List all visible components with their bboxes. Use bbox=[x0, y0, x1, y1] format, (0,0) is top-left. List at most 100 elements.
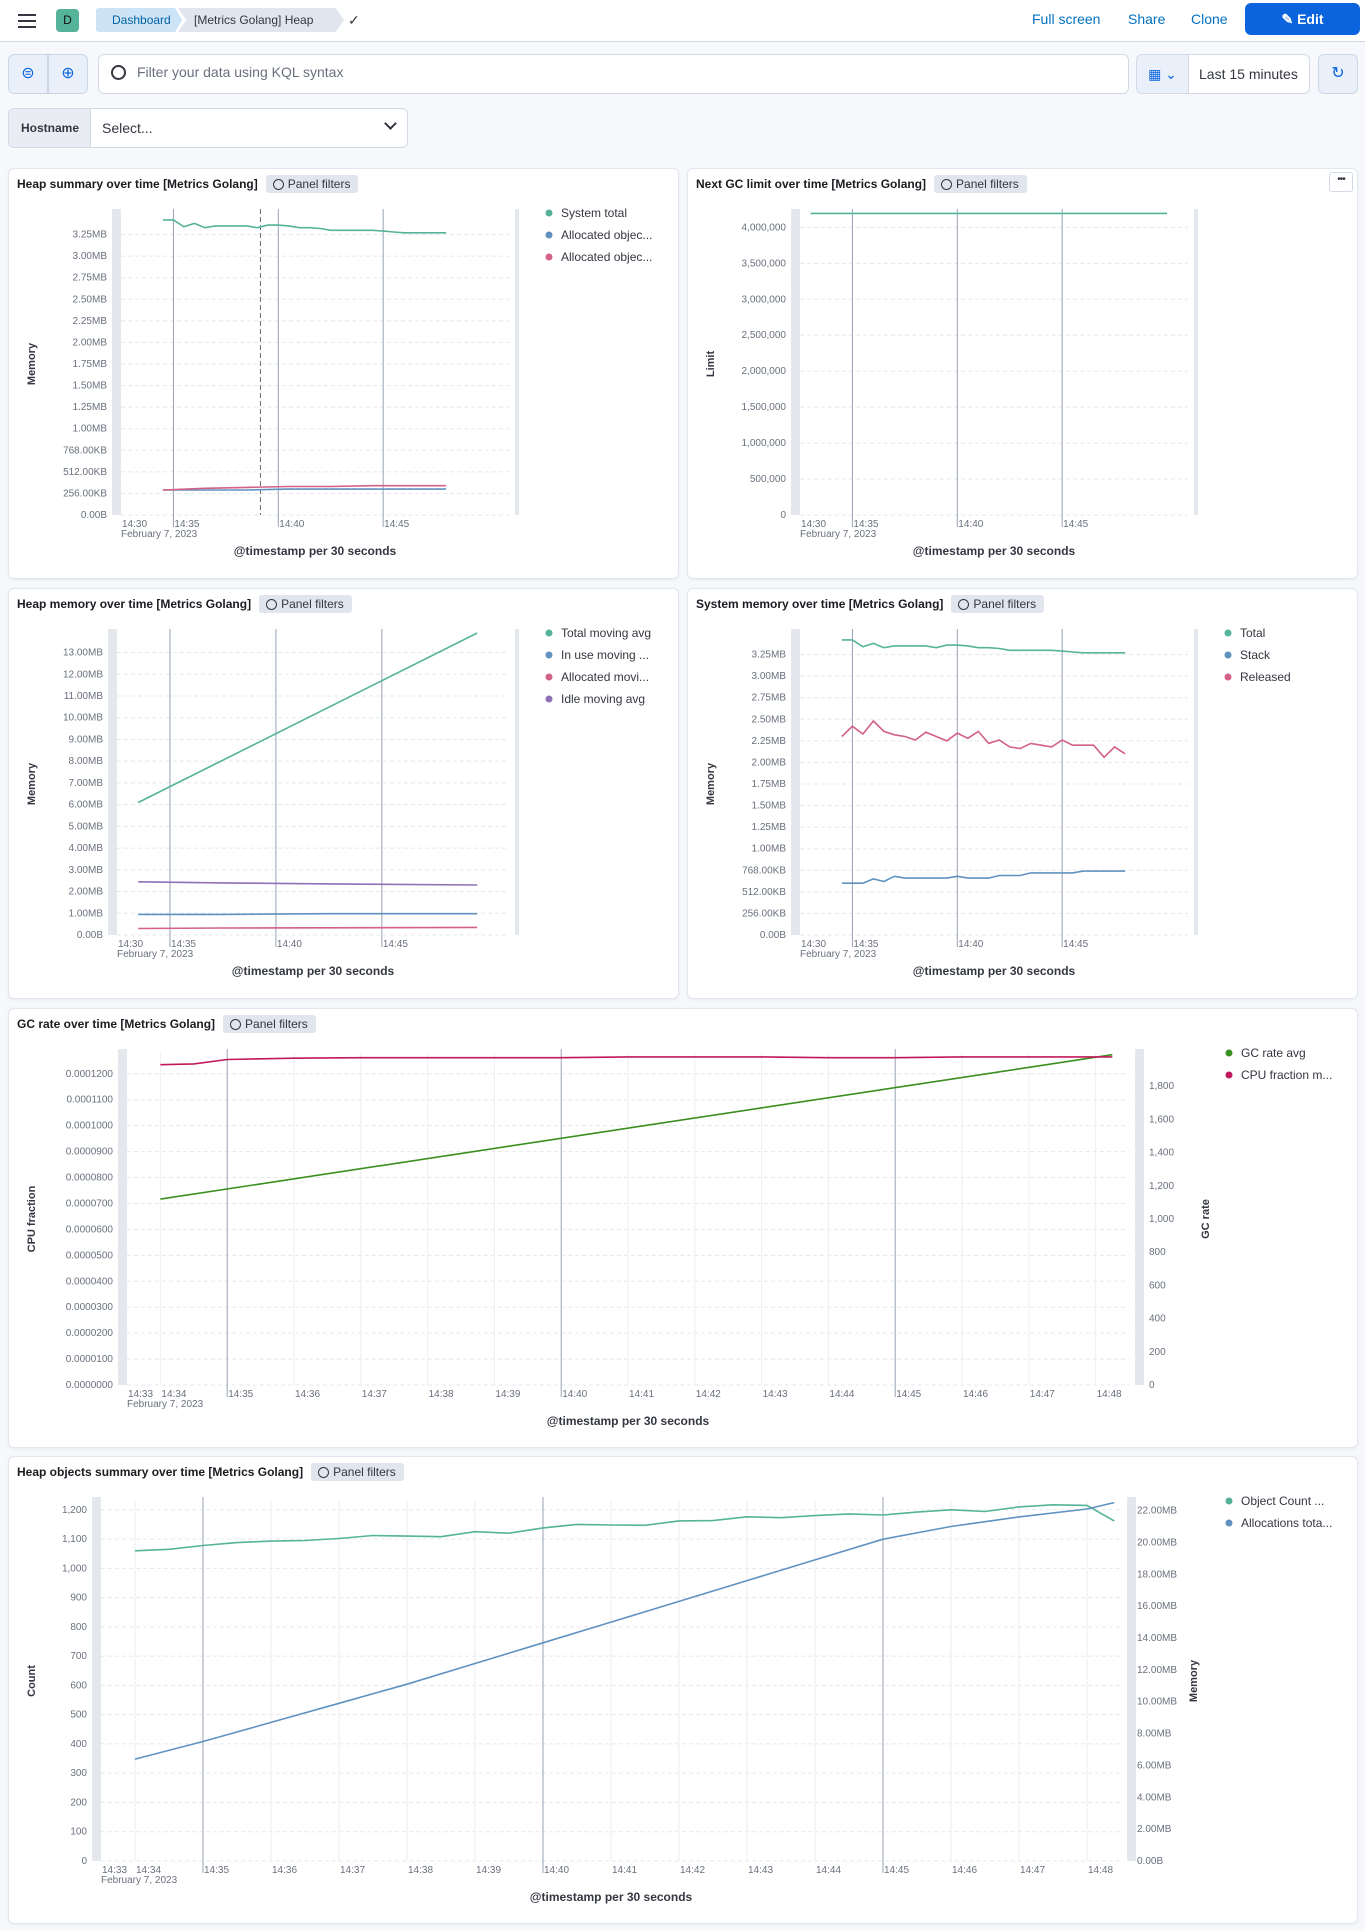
date-label: February 7, 2023 bbox=[101, 1875, 178, 1886]
x-tick-label: 14:34 bbox=[161, 1389, 186, 1400]
edit-label: Edit bbox=[1297, 11, 1324, 27]
y-tick-label: 8.00MB bbox=[69, 756, 104, 767]
y-tick-label: 2.00MB bbox=[69, 887, 104, 898]
y-tick-label: 300 bbox=[70, 1768, 87, 1779]
date-label: February 7, 2023 bbox=[800, 949, 877, 960]
refresh-button[interactable]: ↻ bbox=[1318, 54, 1358, 94]
calendar-icon[interactable]: ▦ ⌄ bbox=[1137, 55, 1189, 93]
x-tick-label: 14:43 bbox=[763, 1389, 788, 1400]
y-tick-label: 512.00KB bbox=[63, 467, 107, 478]
date-label: February 7, 2023 bbox=[117, 949, 194, 960]
y-tick-label: 1.50MB bbox=[752, 801, 787, 812]
filter-options-button[interactable]: ⊜ bbox=[8, 54, 48, 94]
axis-band-right bbox=[515, 209, 519, 515]
breadcrumb-dashboard[interactable]: Dashboard bbox=[96, 8, 182, 32]
x-axis-title: @timestamp per 30 seconds bbox=[913, 544, 1076, 558]
x-axis-title: @timestamp per 30 seconds bbox=[234, 544, 397, 558]
x-tick-label: 14:30 bbox=[801, 939, 826, 950]
panel-filters-badge[interactable]: Panel filters bbox=[311, 1463, 404, 1481]
series-line-2 bbox=[841, 719, 1126, 759]
legend-label: Allocated objec... bbox=[561, 250, 652, 264]
date-picker[interactable]: ▦ ⌄ Last 15 minutes bbox=[1136, 54, 1310, 94]
y-tick-label: 4,000,000 bbox=[742, 222, 787, 233]
y2-tick-label: 1,000 bbox=[1149, 1214, 1174, 1225]
y-axis-title: Limit bbox=[705, 351, 717, 378]
menu-icon[interactable] bbox=[16, 10, 38, 32]
x-tick-label: 14:40 bbox=[958, 939, 983, 950]
y2-tick-label: 4.00MB bbox=[1137, 1792, 1172, 1803]
panel-filters-badge[interactable]: Panel filters bbox=[951, 595, 1045, 613]
panel-title-text: Heap summary over time [Metrics Golang] bbox=[17, 177, 258, 191]
full-screen-link[interactable]: Full screen bbox=[1032, 11, 1101, 27]
x-tick-label: 14:42 bbox=[680, 1865, 705, 1876]
hostname-select[interactable]: Select... bbox=[102, 120, 153, 136]
panel-filters-badge[interactable]: Panel filters bbox=[265, 175, 359, 193]
kql-search-input[interactable] bbox=[137, 64, 1097, 80]
add-filter-button[interactable]: ⊕ bbox=[48, 54, 88, 94]
y-tick-label: 3,000,000 bbox=[742, 294, 787, 305]
edit-button[interactable]: ✎ Edit bbox=[1245, 3, 1360, 35]
axis-band-left bbox=[112, 209, 121, 515]
y-axis-title: Memory bbox=[26, 342, 38, 385]
x-tick-label: 14:40 bbox=[277, 939, 302, 950]
panel-heap-summary: Heap summary over time [Metrics Golang] P… bbox=[8, 168, 679, 579]
legend-label: System total bbox=[561, 206, 627, 220]
date-label: February 7, 2023 bbox=[800, 529, 877, 540]
chart-svg: 0.00B 256.00KB 512.00KB 768.00KB 1.00MB 1.25M… bbox=[26, 206, 652, 558]
y-tick-label: 4.00MB bbox=[69, 843, 104, 854]
x-tick-label: 14:34 bbox=[136, 1865, 161, 1876]
y2-tick-label: 16.00MB bbox=[1137, 1601, 1177, 1612]
x-axis-title: @timestamp per 30 seconds bbox=[913, 964, 1076, 978]
legend-dot bbox=[545, 695, 553, 703]
x-tick-label: 14:45 bbox=[383, 939, 408, 950]
y-tick-label: 12.00MB bbox=[63, 669, 103, 680]
y-tick-label: 768.00KB bbox=[63, 445, 107, 456]
y-tick-label: 0.0001000 bbox=[66, 1121, 114, 1132]
share-link[interactable]: Share bbox=[1128, 11, 1166, 27]
panel-filters-badge[interactable]: Panel filters bbox=[934, 175, 1027, 193]
y-tick-label: 1,000 bbox=[62, 1563, 87, 1574]
kql-search[interactable] bbox=[98, 54, 1129, 94]
y-tick-label: 11.00MB bbox=[64, 691, 104, 702]
x-tick-label: 14:47 bbox=[1020, 1865, 1045, 1876]
clone-link[interactable]: Clone bbox=[1191, 11, 1228, 27]
series-line-1 bbox=[841, 870, 1126, 885]
y-tick-label: 0.0000800 bbox=[66, 1173, 114, 1184]
y-tick-label: 0.0000300 bbox=[66, 1302, 114, 1313]
hostname-control[interactable]: Hostname Select... bbox=[8, 108, 408, 148]
x-tick-label: 14:48 bbox=[1088, 1865, 1113, 1876]
y-tick-label: 1.00MB bbox=[69, 908, 104, 919]
series-line-0 bbox=[160, 1053, 1113, 1200]
axis-band-right bbox=[1194, 209, 1198, 515]
panel-title-text: Heap memory over time [Metrics Golang] bbox=[17, 597, 252, 611]
x-tick-label: 14:41 bbox=[629, 1389, 654, 1400]
x-tick-label: 14:48 bbox=[1097, 1389, 1122, 1400]
y-tick-label: 500,000 bbox=[750, 474, 787, 485]
legend-dot bbox=[545, 673, 553, 681]
legend-label: Allocations tota... bbox=[1241, 1516, 1332, 1530]
chart-svg: 0.0000000 0.0000100 0.0000200 0.0000300 0.00… bbox=[26, 1046, 1332, 1428]
x-tick-label: 14:33 bbox=[128, 1389, 153, 1400]
panel-filters-badge[interactable]: Panel filters bbox=[223, 1015, 316, 1033]
panel-filters-badge[interactable]: Panel filters bbox=[259, 595, 352, 613]
panel-heap-objects-summary: Heap objects summary over time [Metrics … bbox=[8, 1456, 1358, 1924]
y-tick-label: 2.50MB bbox=[73, 294, 108, 305]
y-tick-label: 2.50MB bbox=[752, 714, 787, 725]
y-tick-label: 0 bbox=[780, 510, 786, 521]
x-tick-label: 14:37 bbox=[340, 1865, 365, 1876]
x-tick-label: 14:41 bbox=[612, 1865, 637, 1876]
space-avatar[interactable]: D bbox=[56, 9, 79, 32]
y-tick-label: 2,500,000 bbox=[742, 330, 787, 341]
y-tick-label: 800 bbox=[70, 1622, 87, 1633]
panel-title: GC rate over time [Metrics Golang] Panel … bbox=[17, 1015, 316, 1033]
panel-options-icon[interactable]: ••• bbox=[1329, 172, 1353, 192]
panel-title: Next GC limit over time [Metrics Golang]… bbox=[696, 175, 1027, 193]
axis-band-right bbox=[1127, 1497, 1136, 1861]
y-tick-label: 0.0000200 bbox=[66, 1328, 114, 1339]
y2-tick-label: 1,600 bbox=[1149, 1114, 1174, 1125]
time-range-label[interactable]: Last 15 minutes bbox=[1199, 66, 1298, 82]
y2-tick-label: 22.00MB bbox=[1137, 1506, 1177, 1517]
y-tick-label: 3.00MB bbox=[69, 865, 104, 876]
chevron-down-icon[interactable] bbox=[384, 117, 397, 130]
x-tick-label: 14:43 bbox=[748, 1865, 773, 1876]
